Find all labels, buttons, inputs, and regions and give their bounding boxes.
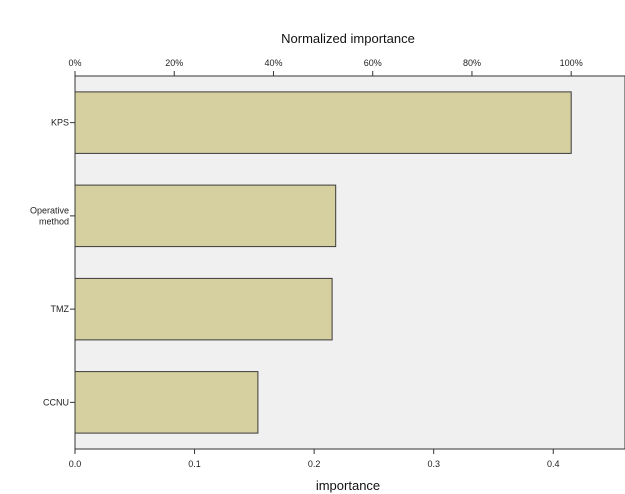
bottom-tick-label-2: 0.2 [308,459,321,469]
top-tick-label-2: 40% [264,58,282,68]
top-tick-label-1: 20% [165,58,183,68]
bar-1 [74,184,337,248]
top-axis: 0% 20% 40% 60% 80% 100% [68,58,583,76]
top-tick-label-0: 0% [68,58,81,68]
category-label-1: Operative method [30,205,69,226]
bottom-axis: 0.0 0.1 0.2 0.3 0.4 [69,449,560,469]
bottom-tick-label-3: 0.3 [427,459,440,469]
top-tick-label-5: 100% [560,58,583,68]
category-label-2: TMZ [51,304,70,314]
bar-2 [74,277,333,341]
bar-0 [74,91,572,154]
bottom-axis-title: importance [316,478,380,493]
top-tick-label-3: 60% [364,58,382,68]
bottom-tick-label-0: 0.0 [69,459,82,469]
bottom-tick-label-4: 0.4 [547,459,560,469]
bottom-tick-label-1: 0.1 [188,459,201,469]
top-axis-title: Normalized importance [281,31,415,46]
category-axis: KPS Operative method TMZ CCNU [30,118,75,407]
category-label-0: KPS [51,118,69,128]
category-label-3: CCNU [43,397,69,407]
bar-3 [74,371,259,434]
bars [74,91,572,434]
top-tick-label-4: 80% [463,58,481,68]
